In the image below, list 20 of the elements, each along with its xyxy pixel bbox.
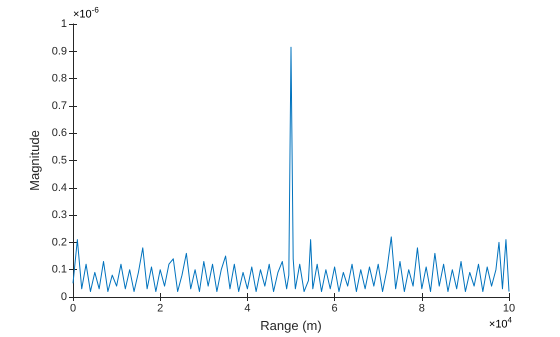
y-tick-label: 0.1 bbox=[52, 264, 67, 276]
y-axis-title: Magnitude bbox=[26, 130, 42, 191]
x-tick-label: 10 bbox=[502, 302, 516, 314]
y-tick-label: 1 bbox=[60, 18, 67, 30]
y-tick-label: 0.8 bbox=[52, 72, 67, 85]
y-tick-label: 0.3 bbox=[52, 209, 67, 222]
x-tick-label: 2 bbox=[157, 302, 164, 314]
y-tick-label: 0.2 bbox=[52, 236, 67, 248]
y-tick-label: 0.7 bbox=[52, 100, 67, 112]
x-tick-label: 4 bbox=[244, 302, 250, 314]
x-axis-title: Range (m) bbox=[260, 318, 322, 333]
y-tick-label: 0 bbox=[60, 291, 67, 303]
y-tick-label: 0.5 bbox=[52, 154, 67, 166]
y-tick-label: 0.4 bbox=[52, 182, 67, 194]
x-tick-label: 8 bbox=[418, 302, 425, 314]
y-tick-label: 0.9 bbox=[52, 45, 67, 58]
line-series bbox=[72, 46, 510, 292]
x-tick-label: 6 bbox=[332, 302, 338, 314]
x-tick-label: 0 bbox=[70, 302, 76, 314]
y-tick-label: 0.6 bbox=[52, 127, 67, 140]
